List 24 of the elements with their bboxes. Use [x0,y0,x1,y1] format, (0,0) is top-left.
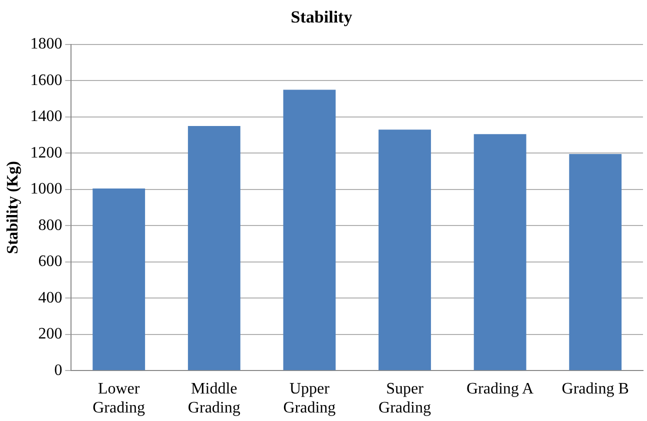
x-tick-label: Super Grading [378,380,431,417]
bar [188,126,240,370]
y-tick-label: 0 [54,362,62,379]
x-tick-label: Lower Grading [92,380,146,417]
y-tick-label: 1600 [30,72,62,89]
x-tick-label: Grading B [562,380,629,398]
bar [474,134,526,370]
y-tick-label: 400 [38,289,62,306]
y-axis-title: Stability (Kg) [4,161,22,254]
y-tick-label: 1200 [30,144,62,162]
bar [378,130,431,370]
y-tick-label: 800 [38,216,62,234]
x-tick-label: Grading A [466,380,534,398]
x-tick-label: Middle Grading [188,380,240,417]
y-tick-label: 1000 [30,180,62,198]
x-tick-label: Upper Grading [283,380,336,417]
chart-title: Stability [290,8,353,27]
bar [569,154,622,370]
bar [283,90,336,370]
y-tick-label: 1800 [30,36,62,53]
y-tick-label: 600 [38,253,62,270]
y-tick-label: 200 [38,326,62,343]
bar [92,188,146,370]
y-tick-label: 1400 [30,108,62,126]
